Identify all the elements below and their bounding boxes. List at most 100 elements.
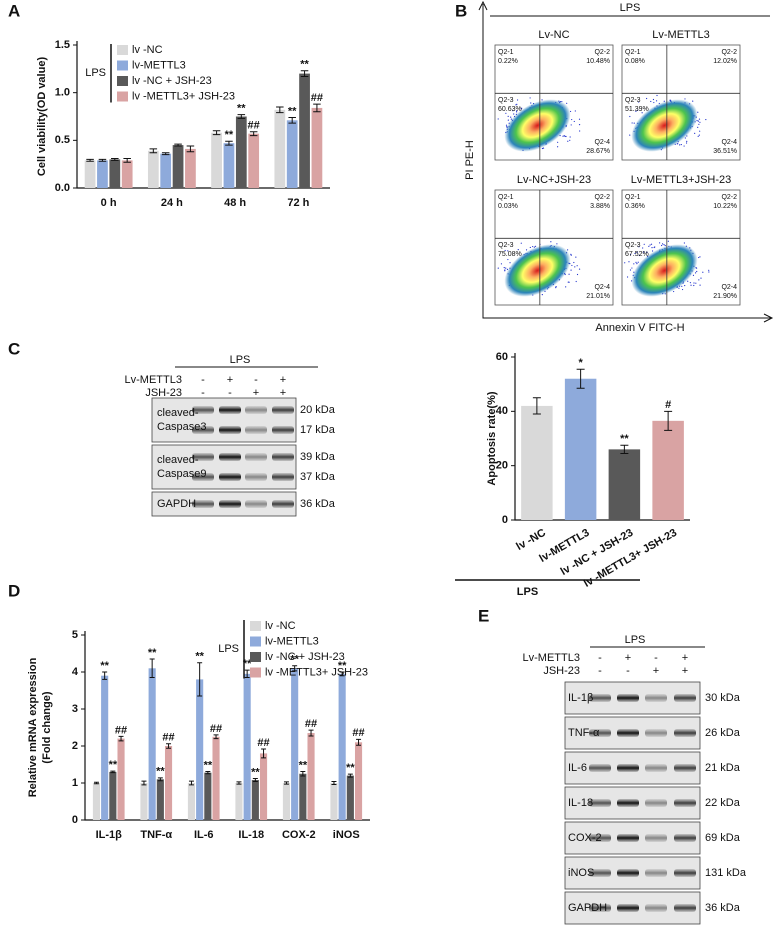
significance: * — [578, 357, 583, 369]
bar — [311, 107, 323, 188]
density — [631, 244, 698, 297]
bar — [282, 783, 291, 820]
event-dot — [646, 97, 648, 100]
legend-swatch — [117, 45, 128, 55]
quadrant-value: 28.67% — [586, 148, 610, 155]
condition-sign: - — [228, 387, 232, 399]
event-dot — [642, 247, 644, 249]
x-tick-label: COX-2 — [282, 829, 316, 841]
event-dot — [698, 134, 700, 136]
legend-swatch — [250, 636, 261, 647]
significance: ## — [248, 120, 260, 132]
error-bar — [249, 131, 258, 137]
condition-name: JSH-23 — [145, 387, 182, 399]
event-dot — [699, 256, 701, 258]
bar — [109, 771, 117, 820]
band — [645, 869, 667, 877]
event-dot — [563, 135, 565, 137]
event-dot — [699, 121, 701, 123]
quadrant-gate: Q2-4 — [721, 284, 737, 291]
condition-sign: + — [280, 387, 286, 399]
y-axis-title: Cell viability(OD value) — [36, 57, 48, 177]
error-bar — [331, 781, 337, 785]
quadrant-gate: Q2-4 — [594, 284, 610, 291]
legend-label: lv-METTL3 — [265, 635, 319, 647]
legend-label: lv-METTL3 — [132, 59, 186, 71]
quadrant-value: 3.88% — [590, 203, 610, 210]
significance: # — [665, 399, 671, 411]
event-dot — [555, 285, 557, 288]
event-dot — [516, 111, 518, 113]
event-dot — [698, 256, 700, 259]
legend-label: lv -NC + JSH-23 — [132, 75, 212, 87]
event-dot — [692, 100, 694, 102]
significance: ** — [109, 759, 118, 771]
event-dot — [638, 101, 640, 103]
bar — [223, 143, 235, 188]
bar — [187, 783, 196, 820]
y-tick-label: 2 — [72, 740, 78, 752]
band — [192, 500, 214, 508]
significance: ** — [338, 660, 347, 672]
bar — [346, 775, 354, 820]
event-dot — [696, 270, 698, 273]
event-dot — [507, 250, 509, 252]
band — [674, 694, 696, 702]
significance: ** — [237, 102, 246, 114]
quadrant-value: 21.01% — [586, 293, 610, 300]
plot-title: Lv-METTL3 — [652, 29, 709, 41]
event-dot — [541, 99, 543, 101]
group-label: LPS — [517, 586, 538, 598]
event-dot — [510, 116, 512, 118]
quadrant-value: 10.22% — [713, 203, 737, 210]
event-dot — [629, 253, 632, 256]
event-dot — [656, 94, 658, 97]
bar — [97, 160, 108, 188]
event-dot — [683, 242, 685, 244]
bar — [608, 449, 641, 520]
error-bar — [532, 397, 541, 415]
bar — [140, 783, 148, 820]
band — [617, 729, 639, 737]
band — [272, 426, 294, 434]
y-axis-title: PI PE-H — [464, 140, 476, 180]
bar — [330, 783, 338, 820]
y-tick-label: 0.0 — [55, 182, 70, 194]
event-dot — [694, 132, 696, 134]
error-bar — [111, 157, 119, 161]
event-dot — [578, 118, 581, 120]
condition-sign: + — [253, 387, 259, 399]
arrow — [478, 0, 774, 323]
event-dot — [562, 135, 564, 137]
event-dot — [557, 146, 559, 148]
band-size: 26 kDa — [705, 727, 741, 739]
band — [617, 904, 639, 912]
event-dot — [533, 246, 535, 248]
error-bar — [283, 781, 289, 785]
bar — [196, 679, 204, 820]
band — [617, 869, 639, 877]
protein-name: iNOS — [568, 867, 594, 879]
band-size: 36 kDa — [705, 902, 741, 914]
quadrant-gate: Q2-2 — [594, 194, 610, 201]
event-dot — [663, 244, 665, 246]
band-size: 20 kDa — [300, 404, 336, 416]
y-tick-label: 20 — [496, 460, 508, 472]
event-dot — [515, 104, 517, 106]
error-bar — [252, 778, 258, 783]
x-tick-label: IL-18 — [238, 829, 264, 841]
bar — [338, 673, 346, 820]
band — [617, 764, 639, 772]
bar — [211, 132, 222, 188]
quadrant-gate: Q2-3 — [498, 97, 514, 104]
quadrant-gate: Q2-1 — [498, 49, 514, 56]
bar — [109, 159, 121, 188]
quadrant-value: 60.63% — [498, 106, 522, 113]
event-dot — [525, 249, 528, 251]
event-dot — [557, 141, 559, 143]
panel-label: A — [8, 1, 20, 20]
quadrant-gate: Q2-2 — [594, 49, 610, 56]
band — [192, 426, 214, 434]
quadrant-value: 21.90% — [713, 293, 737, 300]
event-dot — [683, 145, 685, 147]
